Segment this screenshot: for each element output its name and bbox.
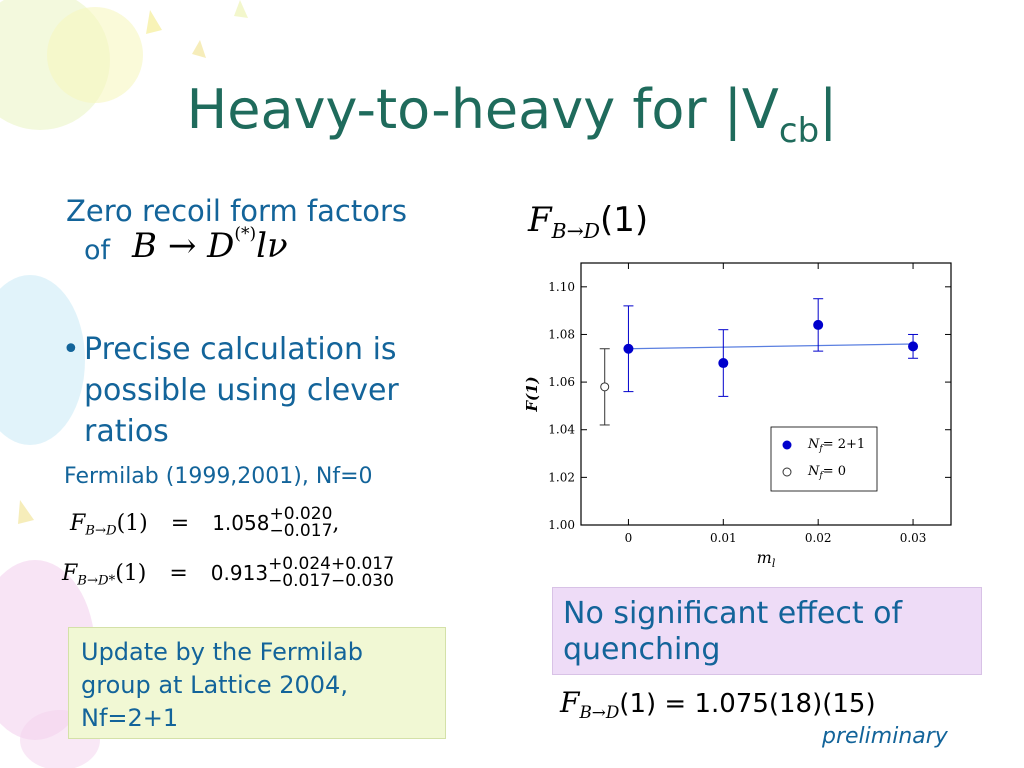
eq1-value: 1.058 [212,511,270,535]
y-tick-label: 1.10 [548,280,575,294]
data-point-open [600,382,610,392]
quenching-text: No significant effect of quenching [563,596,902,668]
chart-heading-f: F [528,200,552,240]
result-equation: FB→D(1) = 1.075(18)(15) [560,686,876,722]
fermilab-citation: Fermilab (1999,2001), Nf=0 [64,464,373,489]
legend-label-nf21: Nf= 2+1 [807,437,865,454]
zero-recoil-heading: Zero recoil form factors [66,194,408,228]
y-tick-label: 1.00 [548,518,575,532]
decay-lnu: lν [256,226,288,266]
bullet-line-2: possible using clever [84,373,399,408]
update-line-2: group at Lattice 2004, [81,671,348,699]
eq2-f: F [62,561,78,586]
chart-heading-arg: (1) [600,200,649,240]
zero-recoil-of: of [84,235,111,266]
y-axis-label: F(1) [523,376,541,412]
x-axis-label: ml [757,548,776,570]
plot-frame [580,262,952,526]
decay-formula: B → D(*)lν [132,224,288,266]
quenching-line-2: quenching [563,632,721,667]
slide-title: Heavy-to-heavy for |Vcb| [0,78,1024,151]
legend-box [770,426,878,492]
eq2-arg: (1) [115,561,147,586]
eq1-down: −0.017 [269,521,333,541]
title-end: | [819,78,838,141]
update-line-3: Nf=2+1 [81,704,179,732]
result-f: F [560,686,580,719]
x-tick-label: 0.01 [710,531,737,545]
x-tick-label: 0 [625,531,633,545]
title-main: Heavy-to-heavy for |V [186,78,779,141]
decay-star: (*) [234,224,257,244]
eq2-down: −0.017−0.030 [268,571,394,591]
quenching-box: No significant effect of quenching [552,587,982,675]
eq2-up: +0.024+0.017 [268,554,394,574]
equation-b-to-dstar: FB→D*(1) = 0.913 +0.024+0.017 −0.017−0.030 [62,556,394,590]
eq2-equals: = [169,561,188,586]
eq1-sub: B→D [85,523,117,539]
result-rest: (1) = 1.075(18)(15) [619,689,876,719]
y-tick-label: 1.08 [548,327,575,341]
form-factor-chart: 1.00 1.02 1.04 1.06 1.08 1.10 0 0.01 0.02 0.03 F… [523,262,952,570]
decay-arrow: → [167,226,197,266]
data-point [623,343,634,354]
data-point [908,341,919,352]
chart-heading-sub: B→D [551,219,601,244]
eq1-equals: = [170,511,190,536]
legend-marker-nf21 [782,440,792,450]
y-tick-label: 1.04 [548,423,575,437]
eq2-value: 0.913 [210,561,269,585]
update-text: Update by the Fermilab group at Lattice … [81,636,363,735]
fit-line [628,343,914,350]
quenching-line-1: No significant effect of [563,596,903,631]
x-tick-label: 0.03 [900,531,927,545]
data-point [718,358,729,369]
update-box: Update by the Fermilab group at Lattice … [68,627,446,739]
bullet-line-3: ratios [84,414,169,449]
eq1-comma: , [332,511,340,536]
preliminary-label: preliminary [822,724,948,749]
chart-heading: FB→D(1) [528,200,648,243]
bullet-line-1: Precise calculation is [84,332,397,367]
legend-marker-nf0 [782,467,792,477]
decay-d: D [207,226,235,266]
eq1-arg: (1) [116,511,148,536]
eq2-sub: B→D* [77,573,116,589]
eq1-up: +0.020 [269,504,333,524]
decay-b: B [132,226,157,266]
legend-label-nf0: Nf= 0 [807,464,846,481]
data-point [813,319,824,330]
y-tick-label: 1.06 [548,375,575,389]
result-sub: B→D [579,701,620,722]
eq1-f: F [70,511,86,536]
y-tick-label: 1.02 [548,470,575,484]
title-subscript: cb [778,111,820,151]
update-line-1: Update by the Fermilab [81,638,363,666]
x-tick-label: 0.02 [805,531,832,545]
bullet-symbol: • [62,332,80,367]
equation-b-to-d: FB→D(1) = 1.058 +0.020 −0.017, [70,506,339,540]
